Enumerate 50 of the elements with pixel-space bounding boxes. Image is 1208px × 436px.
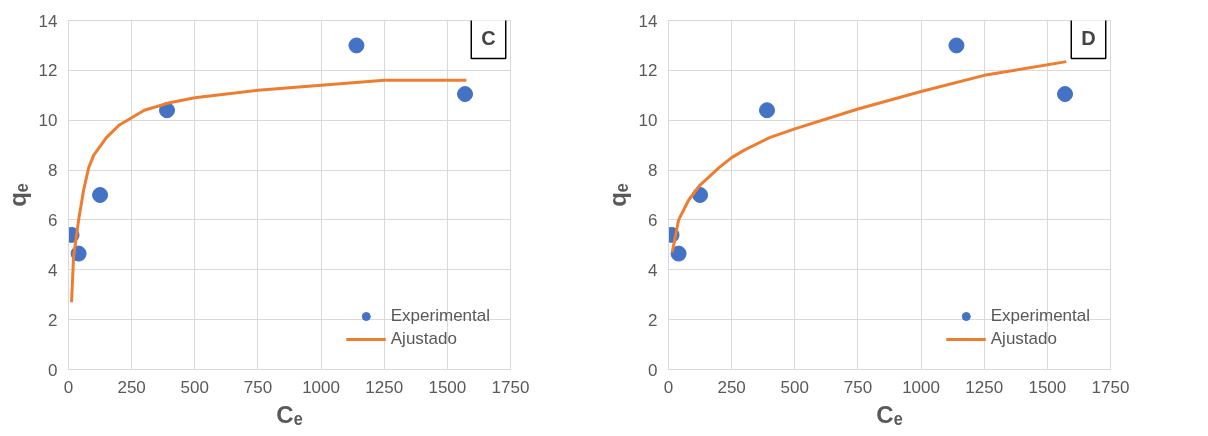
x-tick-label: 0 xyxy=(663,377,674,397)
y-tick-label: 10 xyxy=(638,111,658,131)
legend-label: Experimental xyxy=(390,306,490,326)
x-tick-label: 1250 xyxy=(365,377,404,397)
point xyxy=(348,37,365,54)
y-tick-label: 4 xyxy=(48,260,58,280)
y-tick-label: 8 xyxy=(648,161,658,181)
y-tick-label: 8 xyxy=(48,161,58,181)
y-tick-label: 6 xyxy=(648,210,658,230)
y-axis-title: qₑ xyxy=(3,183,31,207)
legend-label: Experimental xyxy=(990,306,1090,326)
x-axis-title: Cₑ xyxy=(276,400,303,428)
x-tick-label: 750 xyxy=(243,377,273,397)
y-tick-label: 12 xyxy=(638,61,658,81)
x-tick-label: 500 xyxy=(780,377,809,397)
annotation: D xyxy=(1081,26,1096,49)
y-tick-label: 14 xyxy=(638,11,658,31)
y-tick-label: 0 xyxy=(48,360,58,380)
x-tick-label: 1000 xyxy=(302,377,340,397)
y-tick-label: 12 xyxy=(38,61,58,81)
x-axis-title: Cₑ xyxy=(876,400,903,428)
line-series xyxy=(70,78,468,304)
x-tick-label: 1750 xyxy=(1091,377,1130,397)
x-tick-label: 1500 xyxy=(428,377,467,397)
y-tick-label: 0 xyxy=(648,360,658,380)
y-tick-label: 2 xyxy=(648,310,658,330)
y-tick-label: 6 xyxy=(48,210,58,230)
point xyxy=(457,86,474,103)
x-tick-label: 1500 xyxy=(1028,377,1067,397)
x-tick-label: 1750 xyxy=(491,377,530,397)
x-tick-label: 1250 xyxy=(965,377,1004,397)
x-tick-label: 500 xyxy=(180,377,209,397)
y-axis-title: qₑ xyxy=(603,183,631,207)
point xyxy=(1057,86,1074,103)
annotation: C xyxy=(481,26,496,49)
x-tick-label: 1000 xyxy=(902,377,940,397)
legend-label: Ajustado xyxy=(990,329,1057,349)
point xyxy=(92,187,109,203)
y-tick-label: 4 xyxy=(648,260,658,280)
x-tick-label: 250 xyxy=(117,377,146,397)
y-tick-label: 14 xyxy=(38,11,58,31)
point xyxy=(670,245,687,262)
legend-label: Ajustado xyxy=(390,329,457,349)
point xyxy=(948,37,965,54)
x-tick-label: 250 xyxy=(717,377,746,397)
y-tick-label: 2 xyxy=(48,310,58,330)
x-tick-label: 750 xyxy=(843,377,873,397)
y-tick-label: 10 xyxy=(38,111,58,131)
point xyxy=(759,102,775,119)
x-tick-label: 0 xyxy=(63,377,74,397)
